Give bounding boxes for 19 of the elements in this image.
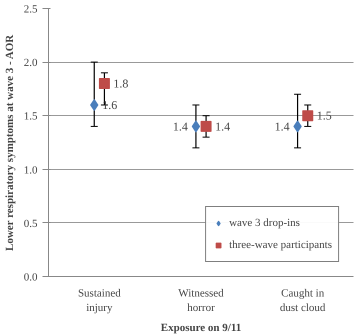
data-label: 1.6 bbox=[102, 98, 118, 112]
x-tick-label: Caught in dust cloud bbox=[280, 288, 326, 314]
data-label: 1.8 bbox=[113, 76, 128, 91]
y-axis-title: Lower respiratory symptoms at wave 3 - AOR bbox=[4, 34, 16, 252]
x-tick-label: Witnessed horror bbox=[178, 288, 224, 314]
data-label: 1.5 bbox=[316, 108, 332, 123]
y-tick-label: 0.5 bbox=[24, 218, 38, 230]
x-axis-title: Exposure on 9/11 bbox=[160, 322, 242, 334]
y-tick-label: 2.0 bbox=[24, 57, 38, 70]
legend-label: wave 3 drop-ins bbox=[229, 217, 300, 229]
y-tick-label: 1.5 bbox=[24, 110, 38, 123]
data-label: 1.4 bbox=[215, 119, 230, 134]
y-tick-label: 0.0 bbox=[24, 272, 38, 284]
x-tick-label: Sustained injury bbox=[78, 288, 122, 314]
data-label: 1.4 bbox=[274, 119, 290, 134]
legend-label: three-wave participants bbox=[229, 239, 332, 251]
y-tick-label: 2.5 bbox=[24, 4, 38, 16]
y-tick-label: 1.0 bbox=[24, 164, 38, 176]
data-label: 1.4 bbox=[172, 119, 188, 134]
